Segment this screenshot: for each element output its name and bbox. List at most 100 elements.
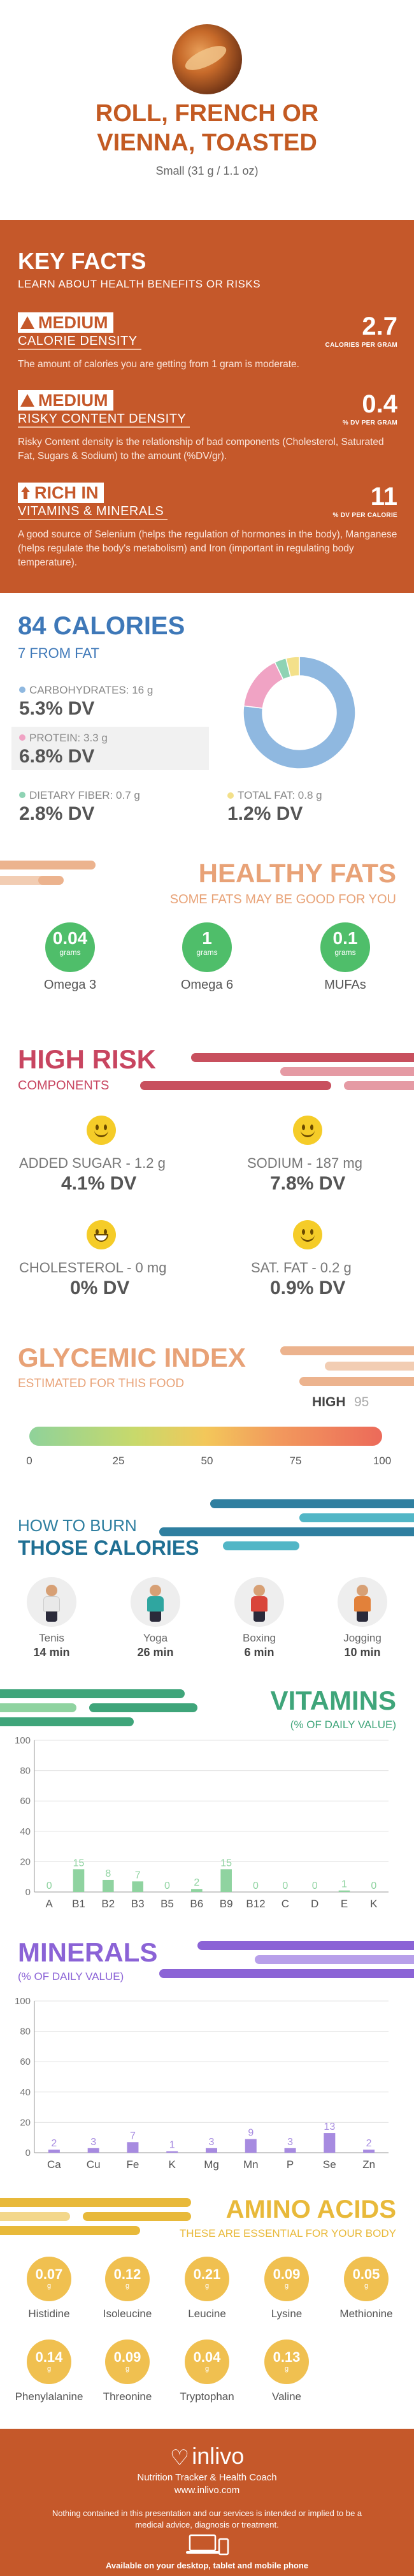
amino-blob: 0.07 g [27, 2257, 71, 2301]
risk-label: SAT. FAT - 0.2 g [251, 1260, 352, 1276]
amino-subtitle: THESE ARE ESSENTIAL FOR YOUR BODY [179, 2227, 396, 2239]
bar-Cu [87, 2148, 99, 2153]
high-risk-section: HIGH RISK COMPONENTS ADDED SUGAR - 1.2 g… [0, 1028, 414, 1327]
key-fact-category: CALORIE DENSITY [18, 334, 141, 350]
activity-time: 10 min [344, 1646, 381, 1659]
warning-icon [20, 394, 34, 407]
bar-value-label: 0 [282, 1881, 288, 1891]
decor-stripe [0, 2212, 70, 2221]
decor-stripe [159, 1969, 414, 1978]
vitamins-section: VITAMINS (% OF DAILY VALUE) 0 20 40 60 80 100… [0, 1670, 414, 1922]
activity-time: 6 min [244, 1646, 275, 1659]
amino-blob: 0.14 g [27, 2340, 71, 2384]
y-tick-label: 80 [20, 2027, 31, 2037]
smile-icon [293, 1220, 322, 1249]
healthy-fats-section: HEALTHY FATS SOME FATS MAY BE GOOD FOR Y… [0, 843, 414, 1028]
y-tick-label: 80 [20, 1766, 31, 1777]
decor-stripe [89, 1703, 197, 1712]
vitamins-bar-chart: 0204060801000A15B18B27B30B52B615B90B120C… [15, 1735, 389, 1910]
bar-E [338, 1890, 350, 1892]
fat-unit: grams [334, 948, 356, 957]
x-tick-label: B12 [246, 1898, 265, 1910]
fat-value: 1 [202, 928, 212, 948]
decor-stripe [344, 1081, 414, 1090]
devices-icon [186, 2534, 229, 2556]
decor-stripe [0, 861, 96, 870]
key-fact-description: A good source of Selenium (helps the reg… [18, 529, 397, 568]
key-fact-category: VITAMINS & MINERALS [18, 504, 168, 520]
y-tick-label: 40 [20, 2087, 31, 2098]
y-tick-label: 20 [20, 1856, 31, 1867]
footer-url[interactable]: www.inlivo.com [174, 2485, 240, 2496]
omega6-blob: 1 grams [182, 922, 232, 972]
fat-name: MUFAs [324, 978, 366, 992]
y-tick-label: 100 [15, 1735, 31, 1746]
x-tick-label: B6 [190, 1898, 203, 1910]
risk-label: SODIUM - 187 mg [247, 1155, 362, 1171]
grin-icon [87, 1220, 116, 1249]
key-fact-value: 2.7 [362, 312, 397, 340]
donut-slice-fat [285, 656, 300, 678]
header: ROLL, FRENCH OR VIENNA, TOASTED Small (3… [0, 0, 414, 220]
key-facts-title: KEY FACTS [18, 248, 146, 274]
key-fact-risky-density: MEDIUM RISKY CONTENT DENSITY 0.4 % DV PE… [18, 390, 397, 463]
decor-stripe [83, 2212, 191, 2221]
key-fact-category: RISKY CONTENT DENSITY [18, 412, 190, 428]
glycemic-value: 95 [354, 1395, 369, 1409]
nutrient-carbohydrates: CARBOHYDRATES: 16 g 5.3% DV [11, 679, 209, 722]
x-tick-label: C [282, 1898, 289, 1910]
nutrient-label: DIETARY FIBER: 0.7 g [29, 789, 140, 801]
amino-name: Valine [272, 2390, 301, 2403]
activity-name: Yoga [143, 1632, 168, 1644]
decor-stripe [325, 1362, 414, 1371]
burn-title-line2: THOSE CALORIES [18, 1536, 199, 1559]
inlivo-logo[interactable]: ♡ inlivo [169, 2443, 245, 2470]
glycemic-tick: 50 [201, 1455, 213, 1467]
bar-B1 [73, 1869, 85, 1892]
minerals-subtitle: (% OF DAILY VALUE) [18, 1970, 124, 1983]
decor-stripe [140, 1081, 331, 1090]
heart-icon: ♡ [169, 2446, 190, 2470]
bar-value-label: 0 [46, 1881, 52, 1891]
footer-availability: Available on your desktop, tablet and mo… [105, 2561, 309, 2570]
glycemic-tick: 25 [112, 1455, 125, 1467]
key-fact-description: Risky Content density is the relationshi… [18, 437, 384, 462]
warning-icon [20, 316, 34, 329]
key-fact-vitamins-minerals: RICH IN VITAMINS & MINERALS 11 % DV PER … [18, 483, 397, 570]
activity-name: Jogging [343, 1632, 382, 1644]
amino-blob: 0.09 g [105, 2340, 150, 2384]
footer: ♡ inlivo Nutrition Tracker & Health Coach… [0, 2429, 414, 2576]
carbohydrates-dot-icon [19, 687, 25, 693]
amino-name: Isoleucine [103, 2308, 152, 2320]
amino-name: Phenylalanine [15, 2390, 83, 2403]
omega3-blob: 0.04 grams [45, 922, 95, 972]
bar-Fe [127, 2142, 139, 2153]
decor-stripe [38, 876, 64, 885]
amino-blob: 0.09 g [264, 2257, 309, 2301]
y-tick-label: 60 [20, 2056, 31, 2067]
fat-dot-icon [227, 792, 234, 799]
fat-value: 0.1 [332, 928, 358, 948]
x-tick-label: D [311, 1898, 318, 1910]
burn-calories-section: HOW TO BURN THOSE CALORIES Tenis 14 min … [0, 1487, 414, 1670]
mufas-blob: 0.1 grams [320, 922, 370, 972]
protein-dot-icon [19, 734, 25, 741]
glycemic-tick: 0 [26, 1455, 32, 1467]
bar-value-label: 2 [51, 2138, 57, 2149]
risk-dv: 0.9% DV [270, 1277, 346, 1299]
y-tick-label: 20 [20, 2117, 31, 2128]
bar-B9 [220, 1869, 232, 1892]
nutrient-dv: 1.2% DV [227, 803, 303, 824]
y-tick-label: 0 [25, 2148, 31, 2158]
tennis-icon [27, 1577, 76, 1627]
bar-value-label: 7 [135, 1870, 141, 1881]
key-fact-description: The amount of calories you are getting f… [18, 359, 299, 370]
bar-value-label: 15 [220, 1858, 232, 1868]
donut-slice-protein [243, 661, 284, 709]
decor-stripe [223, 1541, 299, 1550]
jogging-icon [338, 1577, 387, 1627]
nutrient-fiber: DIETARY FIBER: 0.7 g 2.8% DV [11, 784, 209, 827]
bar-value-label: 2 [194, 1877, 199, 1888]
x-tick-label: B2 [101, 1898, 115, 1910]
